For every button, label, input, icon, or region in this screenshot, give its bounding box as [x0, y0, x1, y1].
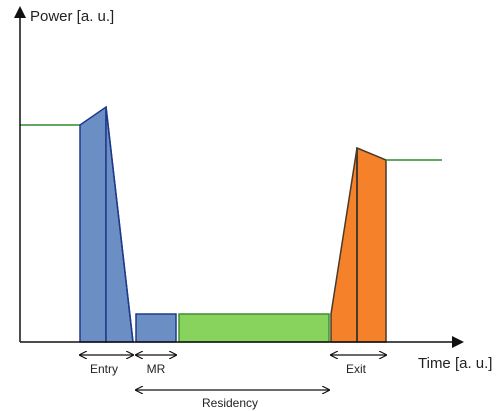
mr-label: MR — [147, 362, 166, 376]
residency-block — [178, 313, 330, 343]
entry-ramp-up-block — [79, 105, 107, 343]
entry-label: Entry — [90, 362, 118, 376]
entry-slope-line — [105, 106, 134, 343]
residency-label: Residency — [202, 396, 258, 410]
mr-block — [135, 313, 177, 343]
exit-label: Exit — [346, 362, 367, 376]
exit-ramp-up-block — [330, 147, 358, 343]
y-axis-label: Power [a. u.] — [30, 8, 114, 25]
x-axis-label: Time [a. u.] — [418, 355, 492, 372]
exit-settle-block — [356, 146, 387, 343]
